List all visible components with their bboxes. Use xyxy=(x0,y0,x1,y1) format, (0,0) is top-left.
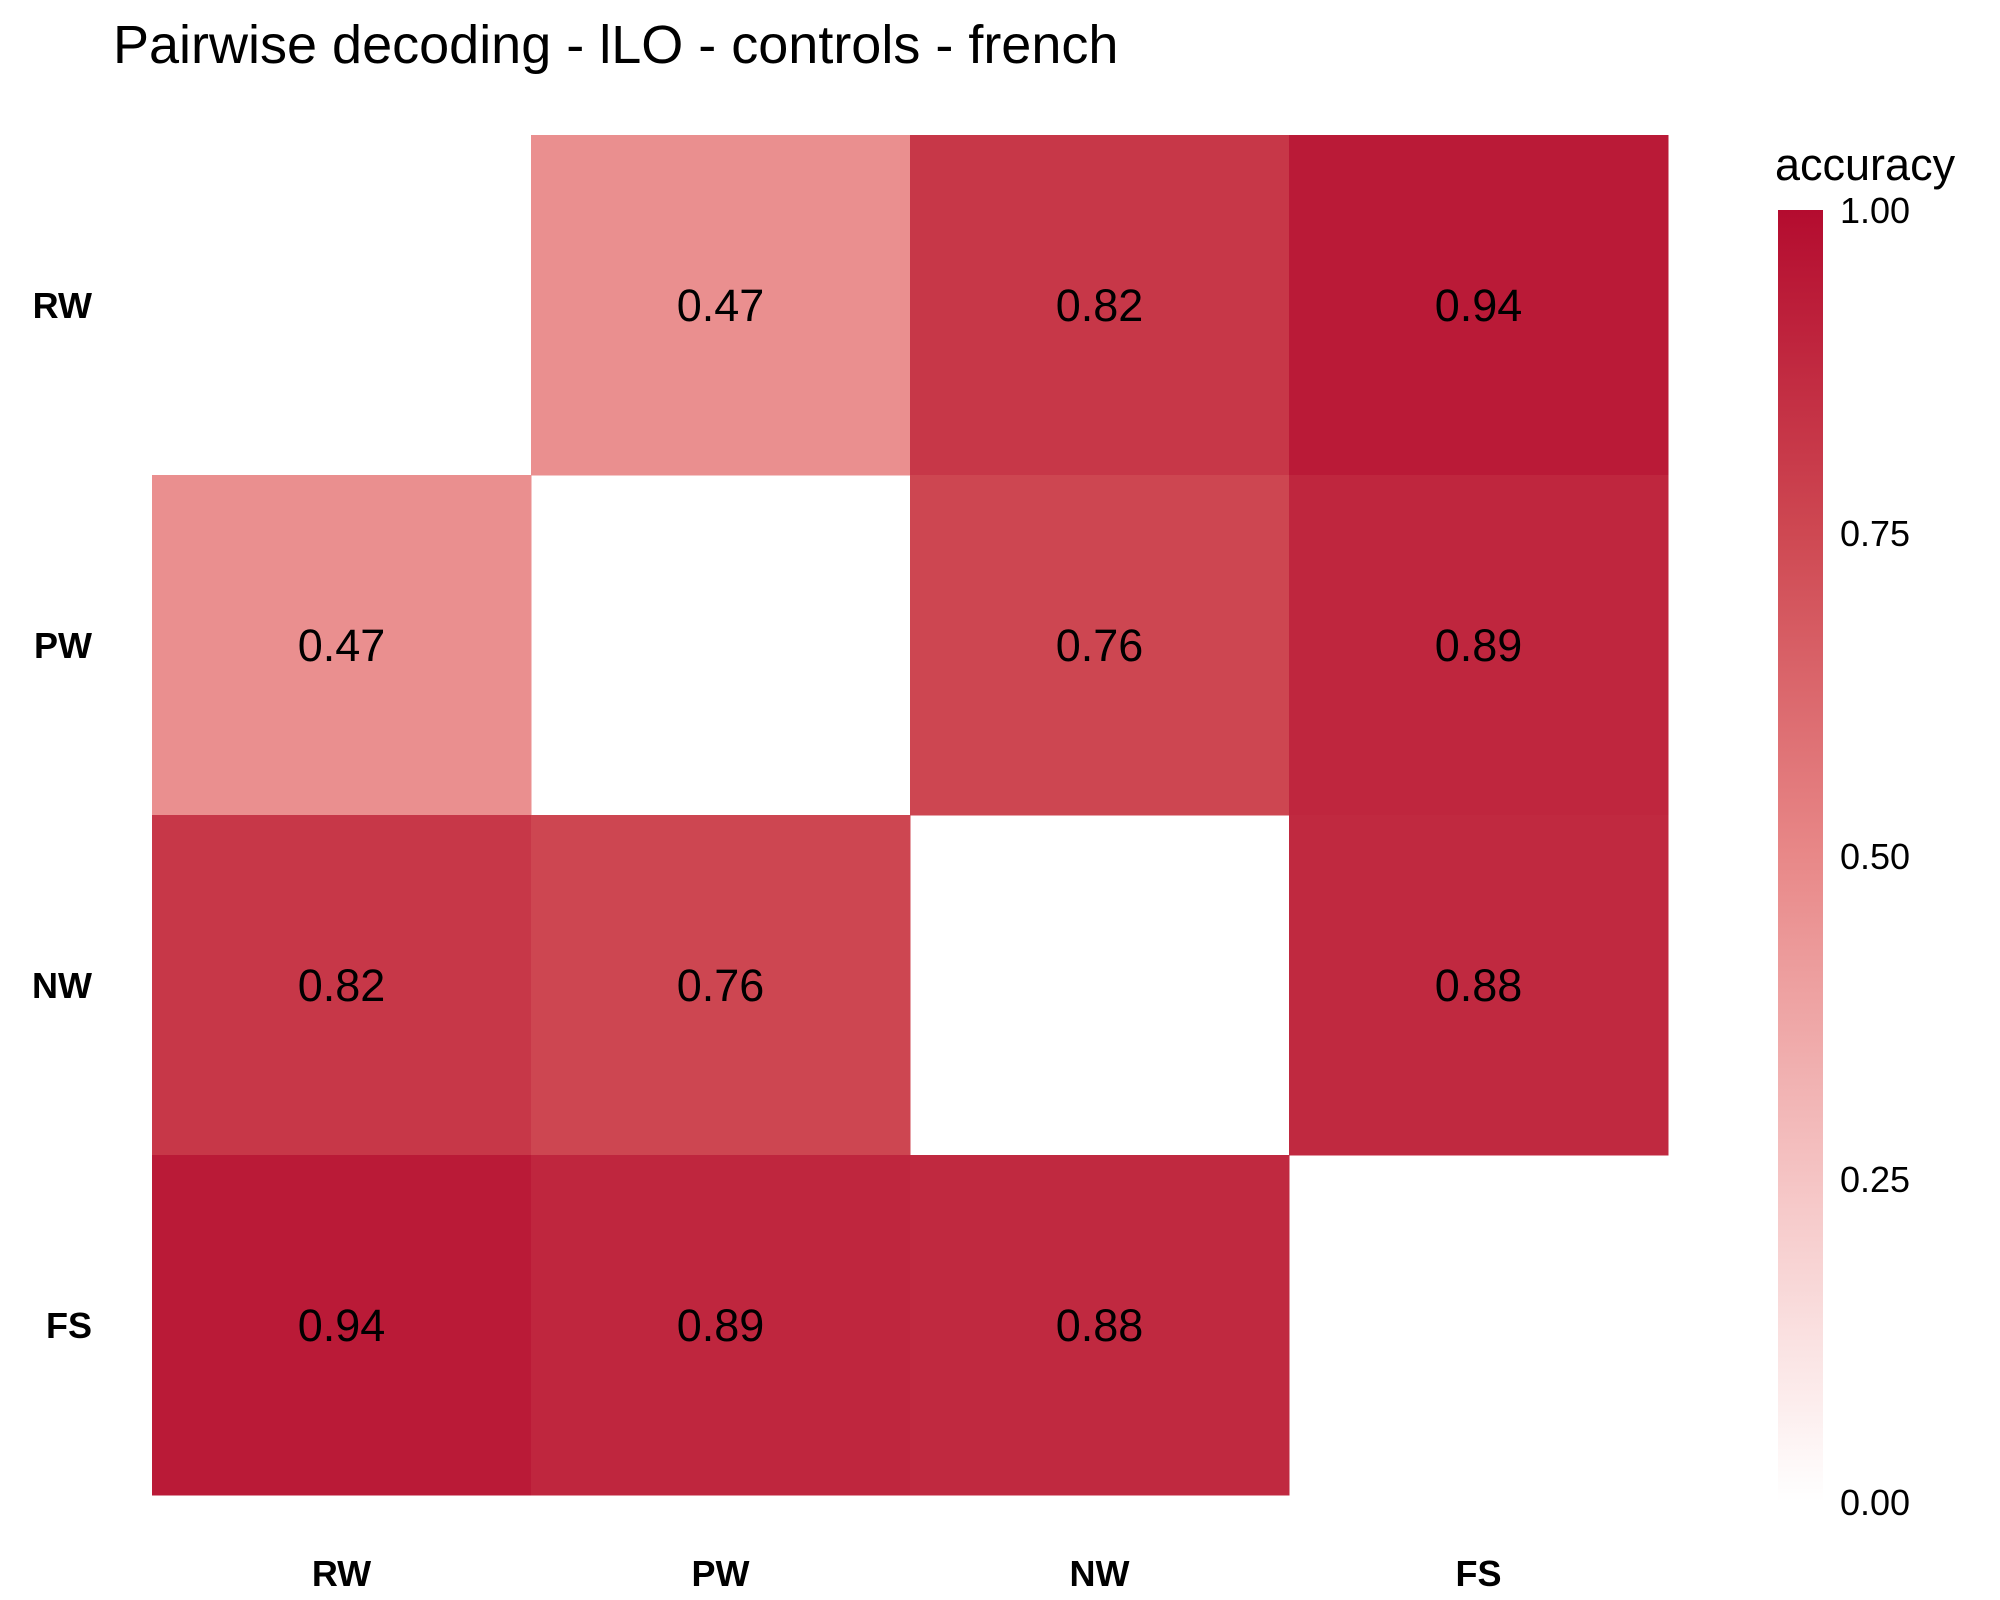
cell-value-label: 0.94 xyxy=(1435,280,1523,331)
colorbar-title: accuracy xyxy=(1775,139,1956,190)
x-tick-label-rw: RW xyxy=(312,1553,371,1594)
heatmap-cell-fs-pw xyxy=(531,1155,911,1496)
cell-value-label: 0.76 xyxy=(677,960,765,1011)
y-tick-label-rw: RW xyxy=(33,285,92,326)
y-tick-label-pw: PW xyxy=(34,625,92,666)
colorbar-tick-label: 0.75 xyxy=(1840,513,1910,554)
heatmap-cell-pw-nw xyxy=(910,475,1290,816)
colorbar-tick-label: 0.25 xyxy=(1840,1159,1910,1200)
heatmap-cell-rw-pw xyxy=(531,135,911,476)
cell-value-label: 0.89 xyxy=(677,1300,765,1351)
colorbar xyxy=(1778,210,1823,1502)
heatmap-cell-fs-nw xyxy=(910,1155,1290,1496)
colorbar-tick-label: 1.00 xyxy=(1840,190,1910,231)
cell-value-label: 0.82 xyxy=(298,960,386,1011)
colorbar-tick-label: 0.50 xyxy=(1840,836,1910,877)
cell-value-label: 0.89 xyxy=(1435,620,1523,671)
cell-value-label: 0.88 xyxy=(1056,1300,1144,1351)
heatmap-cell-rw-fs xyxy=(1289,135,1669,476)
x-tick-label-nw: NW xyxy=(1070,1553,1130,1594)
heatmap-cell-pw-rw xyxy=(152,475,532,816)
heatmap-cell-rw-nw xyxy=(910,135,1290,476)
x-tick-label-pw: PW xyxy=(692,1553,750,1594)
heatmap-cell-nw-pw xyxy=(531,815,911,1156)
heatmap-cell-fs-rw xyxy=(152,1155,532,1496)
x-tick-label-fs: FS xyxy=(1455,1553,1501,1594)
cell-value-label: 0.47 xyxy=(298,620,386,671)
cell-value-label: 0.88 xyxy=(1435,960,1523,1011)
cell-value-label: 0.47 xyxy=(677,280,765,331)
chart-title: Pairwise decoding - lLO - controls - fre… xyxy=(113,15,1119,75)
cell-value-label: 0.82 xyxy=(1056,280,1144,331)
y-tick-label-fs: FS xyxy=(46,1305,92,1346)
cell-value-label: 0.94 xyxy=(298,1300,386,1351)
heatmap-cell-pw-fs xyxy=(1289,475,1669,816)
colorbar-tick-label: 0.00 xyxy=(1840,1482,1910,1523)
heatmap-cell-nw-fs xyxy=(1289,815,1669,1156)
y-tick-label-nw: NW xyxy=(32,965,92,1006)
cell-value-label: 0.76 xyxy=(1056,620,1144,671)
heatmap-cell-nw-rw xyxy=(152,815,532,1156)
